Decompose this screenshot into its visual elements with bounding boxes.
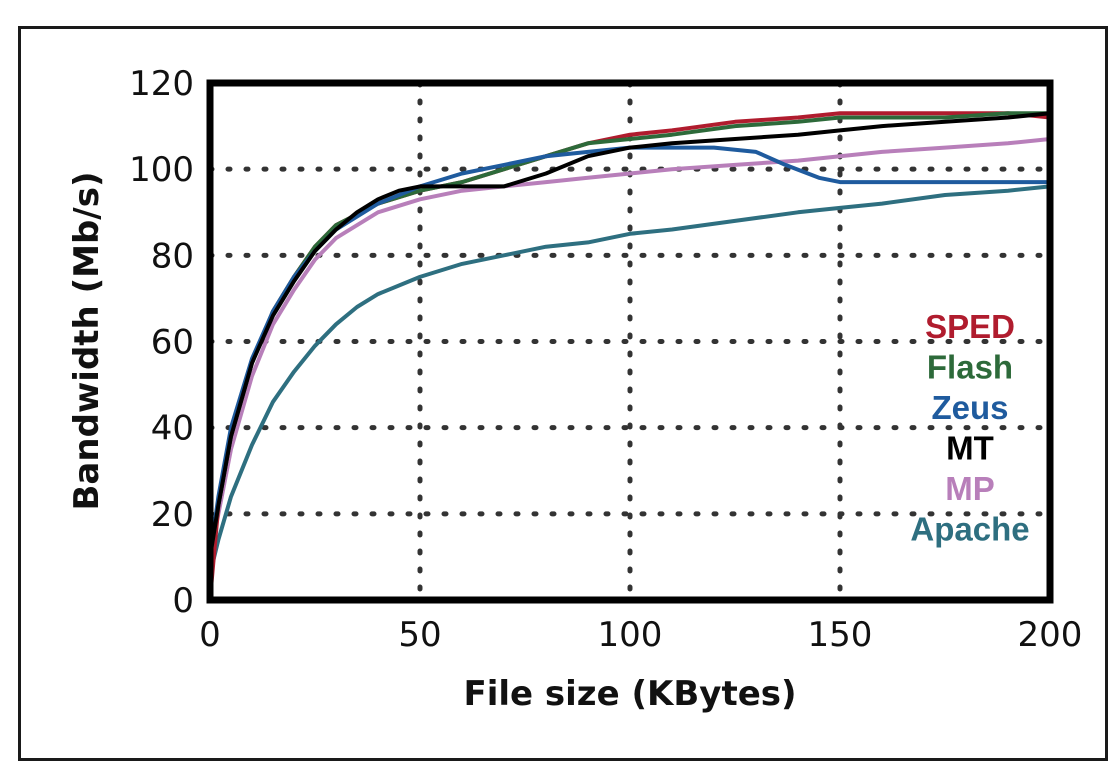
y-tick-label: 60 <box>151 323 194 363</box>
series-line-mt <box>208 111 1052 559</box>
y-tick-label: 0 <box>172 581 194 621</box>
series-line-zeus <box>208 145 1052 559</box>
grid <box>207 80 1053 603</box>
legend-entry-mt: MT <box>946 430 994 467</box>
x-tick-label: 0 <box>199 615 221 655</box>
x-tick-label: 100 <box>598 615 663 655</box>
x-tick-label: 150 <box>808 615 873 655</box>
y-tick-label: 80 <box>151 236 194 276</box>
series-line-apache <box>208 184 1052 577</box>
legend-entry-flash: Flash <box>927 349 1013 386</box>
series-lines <box>208 111 1052 602</box>
legend-entry-mp: MP <box>945 470 995 507</box>
y-tick-label: 20 <box>151 495 194 535</box>
y-axis-label: Bandwidth (Mb/s) <box>67 171 107 510</box>
plot-area-border <box>206 79 1054 604</box>
legend-entry-apache: Apache <box>910 511 1029 548</box>
x-axis-label: File size (KBytes) <box>463 674 796 714</box>
legend-entry-zeus: Zeus <box>931 389 1008 426</box>
y-axis-ticks: 0 20 40 60 80 100 120 <box>129 64 194 621</box>
series-line-mp <box>208 137 1052 559</box>
legend-entry-sped: SPED <box>925 308 1015 345</box>
x-tick-label: 200 <box>1018 615 1083 655</box>
y-tick-label: 40 <box>151 409 194 449</box>
y-tick-label: 120 <box>129 64 194 104</box>
y-tick-label: 100 <box>129 150 194 190</box>
x-axis-ticks: 0 50 100 150 200 <box>199 615 1082 655</box>
x-tick-label: 50 <box>398 615 441 655</box>
